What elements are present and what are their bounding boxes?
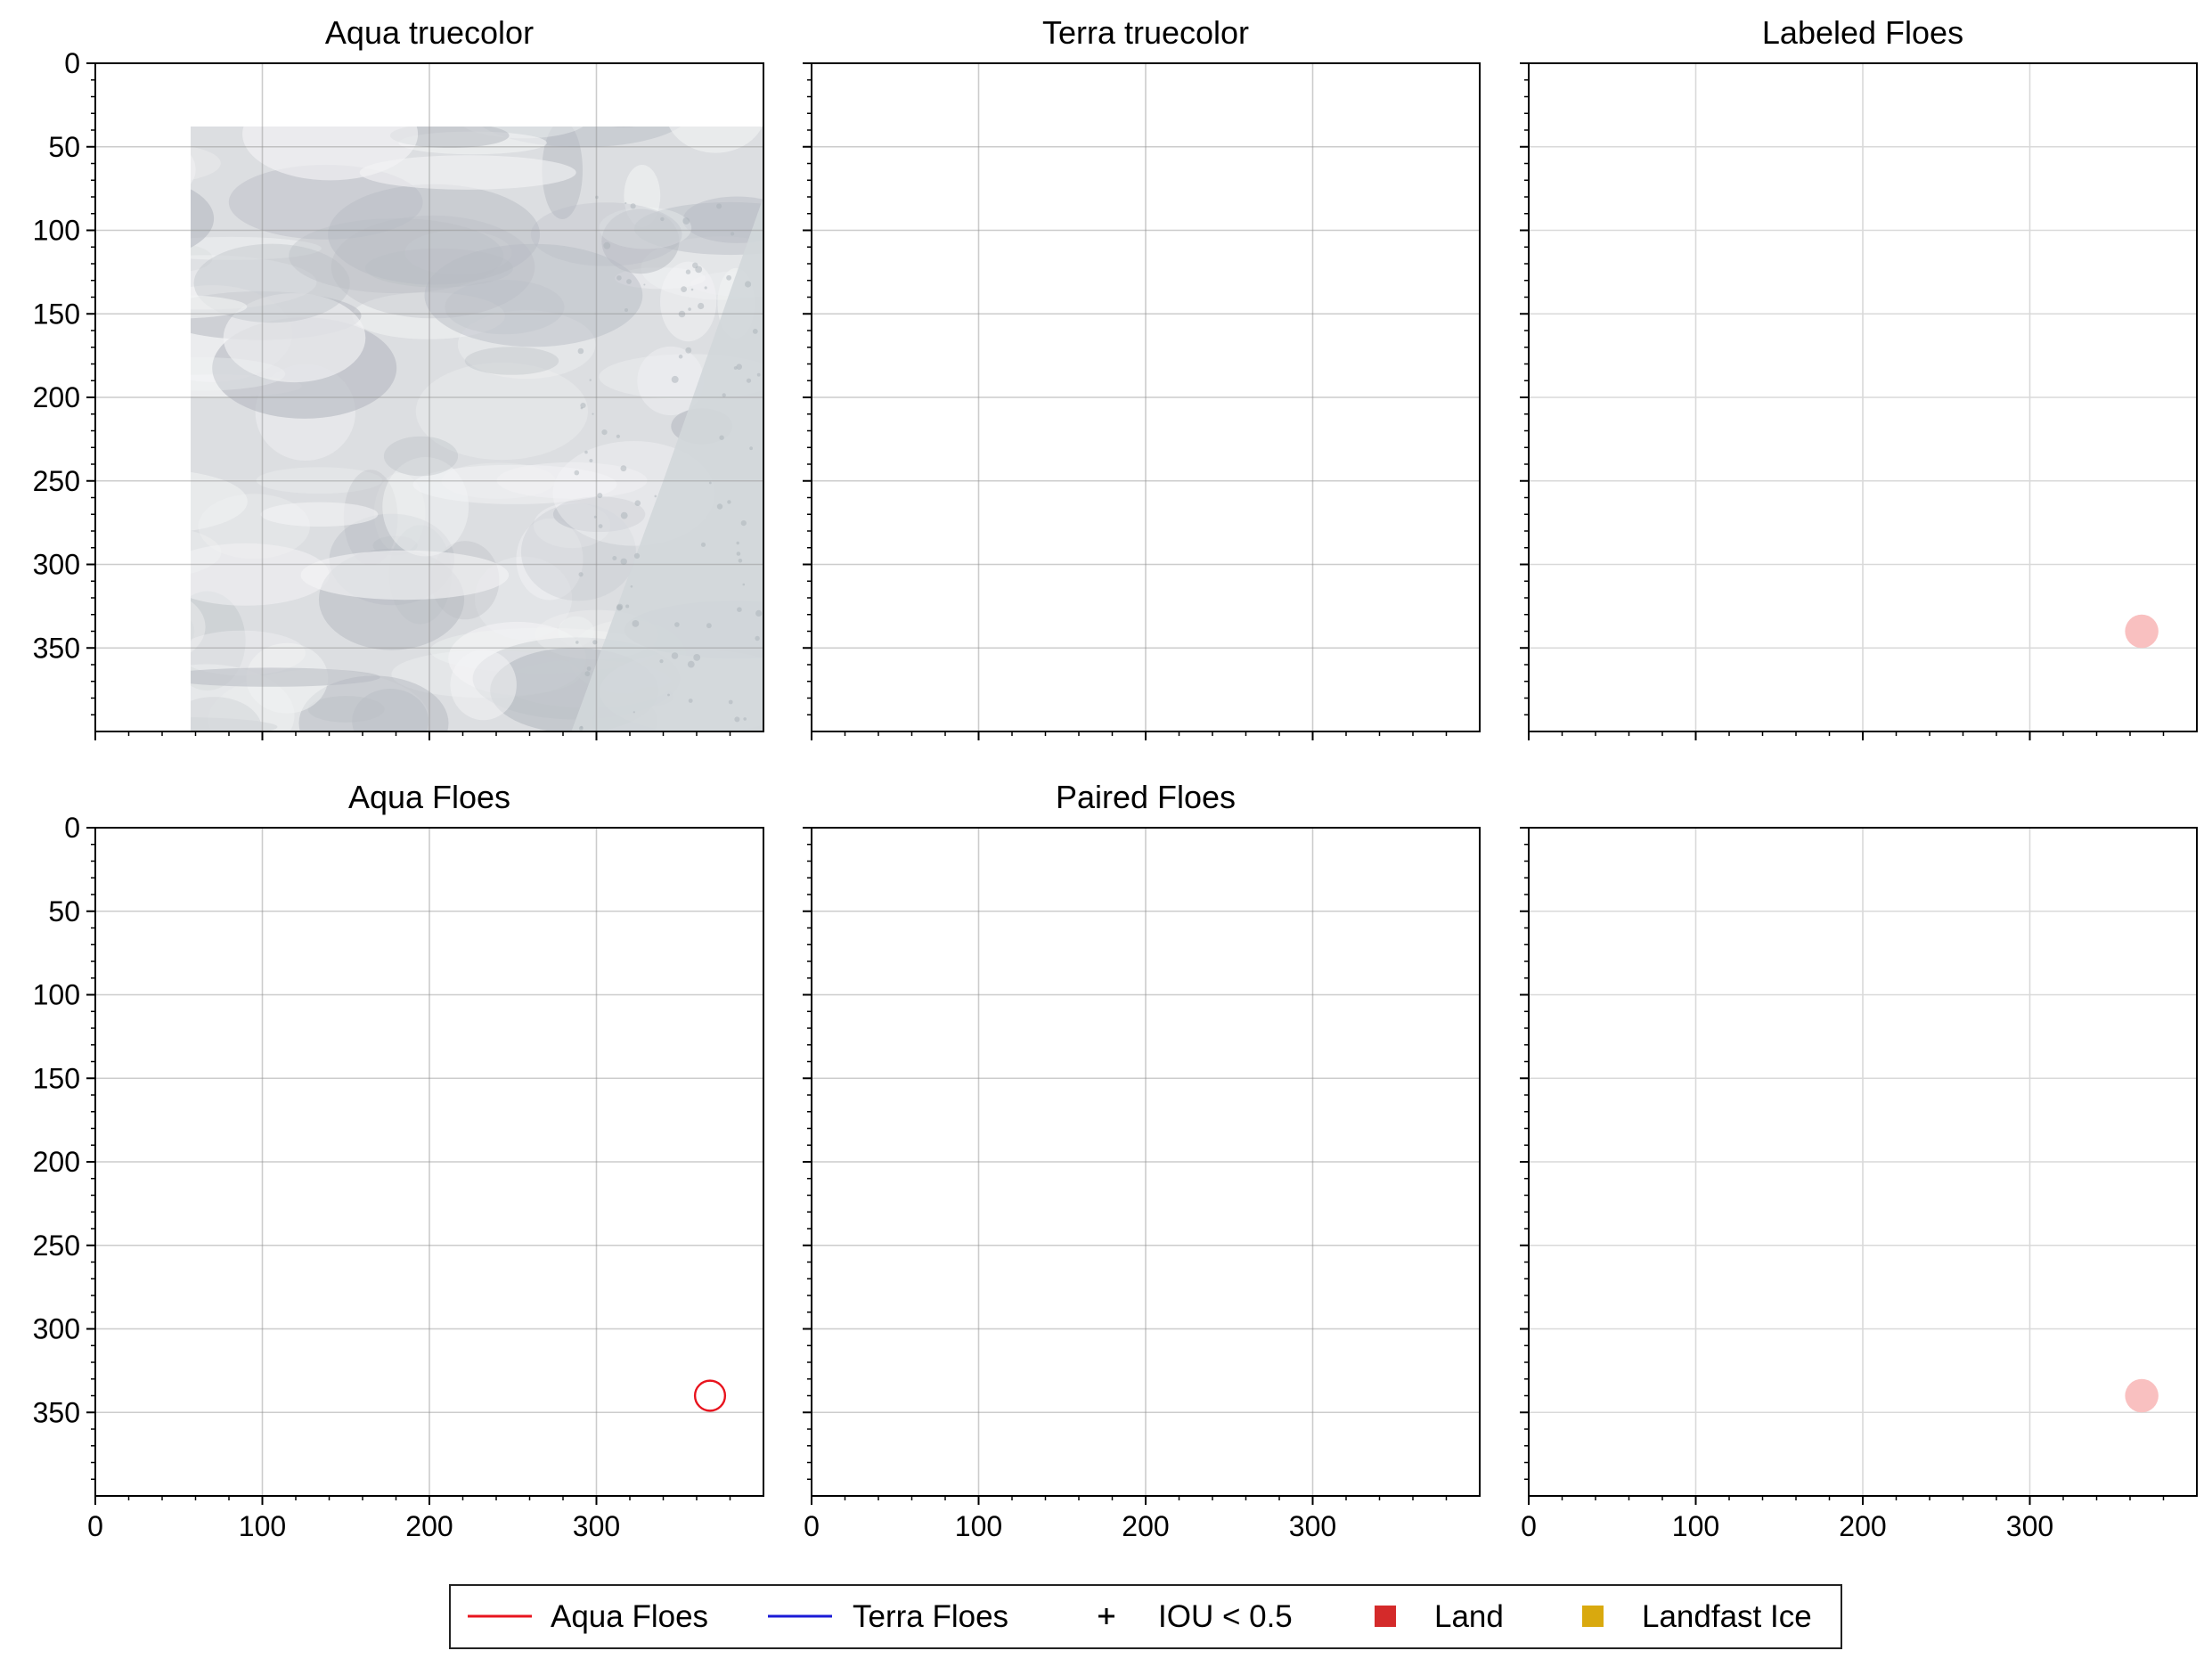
- legend-items: Aqua Floes Terra Floes IOU < 0.5 Land Landfa…: [468, 1599, 1812, 1634]
- legend-label: IOU < 0.5: [1158, 1599, 1293, 1634]
- grid: [95, 828, 763, 1496]
- y-tick-label: 350: [33, 1396, 80, 1428]
- grid: [1529, 63, 2197, 731]
- y-tick-label: 150: [33, 1062, 80, 1094]
- grid: [812, 828, 1480, 1496]
- legend-item: Terra Floes: [768, 1599, 1008, 1634]
- legend-label: Land: [1434, 1599, 1504, 1634]
- legend-label: Landfast Ice: [1642, 1599, 1812, 1634]
- x-tick-label: 200: [405, 1510, 453, 1542]
- panel-title: Aqua truecolor: [325, 14, 534, 51]
- panel-title: Terra truecolor: [1042, 14, 1249, 51]
- y-tick-label: 250: [33, 1230, 80, 1262]
- panel-bottom-center: 0 100 200 300 Paired Floes: [803, 779, 1481, 1542]
- panels: 0 50 100 150 200 250 300 350 Aqua truecolor Terra…: [33, 14, 2198, 1542]
- legend-square-marker: [1375, 1606, 1396, 1627]
- grid: [95, 63, 763, 731]
- panel-title: Aqua Floes: [348, 779, 510, 815]
- legend-label: Terra Floes: [853, 1599, 1008, 1634]
- legend-item: Land: [1375, 1599, 1504, 1634]
- legend-item: Aqua Floes: [468, 1599, 708, 1634]
- ticks: [86, 62, 731, 740]
- aqua-floe-outline: [693, 1379, 727, 1412]
- ticks: [1520, 827, 2165, 1505]
- legend-item: Landfast Ice: [1582, 1599, 1812, 1634]
- y-tick-label: 300: [33, 549, 80, 581]
- grid: [812, 63, 1480, 731]
- x-tick-label: 100: [239, 1510, 286, 1542]
- y-tick-label: 0: [64, 812, 80, 844]
- y-tick-label: 300: [33, 1313, 80, 1345]
- x-tick-label: 200: [1122, 1510, 1169, 1542]
- y-tick-label: 350: [33, 632, 80, 664]
- grid: [1529, 828, 2197, 1496]
- ticks: [803, 827, 1448, 1505]
- y-tick-label: 0: [64, 47, 80, 79]
- y-tick-label: 100: [33, 979, 80, 1011]
- labeled-floe: [2125, 1378, 2159, 1413]
- y-tick-label: 100: [33, 215, 80, 247]
- x-tick-label: 0: [1521, 1510, 1537, 1542]
- swath-region: [571, 197, 763, 731]
- panel-bottom-right: 0 100 200 300: [1520, 827, 2198, 1542]
- x-tick-label: 0: [87, 1510, 103, 1542]
- x-tick-label: 100: [1672, 1510, 1719, 1542]
- y-tick-label: 50: [48, 895, 80, 927]
- y-tick-label: 250: [33, 465, 80, 497]
- x-tick-label: 300: [573, 1510, 620, 1542]
- y-tick-label: 50: [48, 131, 80, 163]
- x-tick-label: 100: [955, 1510, 1002, 1542]
- y-tick-label: 200: [33, 1146, 80, 1178]
- legend-frame: [449, 1584, 1842, 1649]
- legend-item: IOU < 0.5: [1098, 1599, 1293, 1634]
- legend-square-marker: [1582, 1606, 1604, 1627]
- ticks: [803, 62, 1448, 740]
- x-tick-label: 300: [1289, 1510, 1336, 1542]
- panel-title: Labeled Floes: [1762, 14, 1963, 51]
- y-tick-label: 200: [33, 381, 80, 413]
- panel-title: Paired Floes: [1056, 779, 1236, 815]
- panel-top-center: Terra truecolor: [803, 14, 1481, 740]
- x-tick-label: 0: [804, 1510, 820, 1542]
- x-tick-label: 300: [2006, 1510, 2053, 1542]
- legend: Aqua Floes Terra Floes IOU < 0.5 Land Landfa…: [449, 1584, 1842, 1649]
- panel-bottom-left: 0 50 100 150 200 250 300 350 0 100 200 300 Aqua Floe…: [33, 779, 764, 1542]
- panel-top-right: Labeled Floes: [1520, 14, 2198, 740]
- y-tick-label: 150: [33, 298, 80, 330]
- panel-top-left: 0 50 100 150 200 250 300 350 Aqua truecolor: [33, 14, 764, 740]
- swath-region: [571, 961, 763, 1496]
- legend-label: Aqua Floes: [551, 1599, 708, 1634]
- ticks: [86, 827, 731, 1505]
- labeled-floe: [2125, 614, 2159, 649]
- x-tick-label: 200: [1839, 1510, 1886, 1542]
- satellite-image: [191, 127, 763, 731]
- ticks: [1520, 62, 2165, 740]
